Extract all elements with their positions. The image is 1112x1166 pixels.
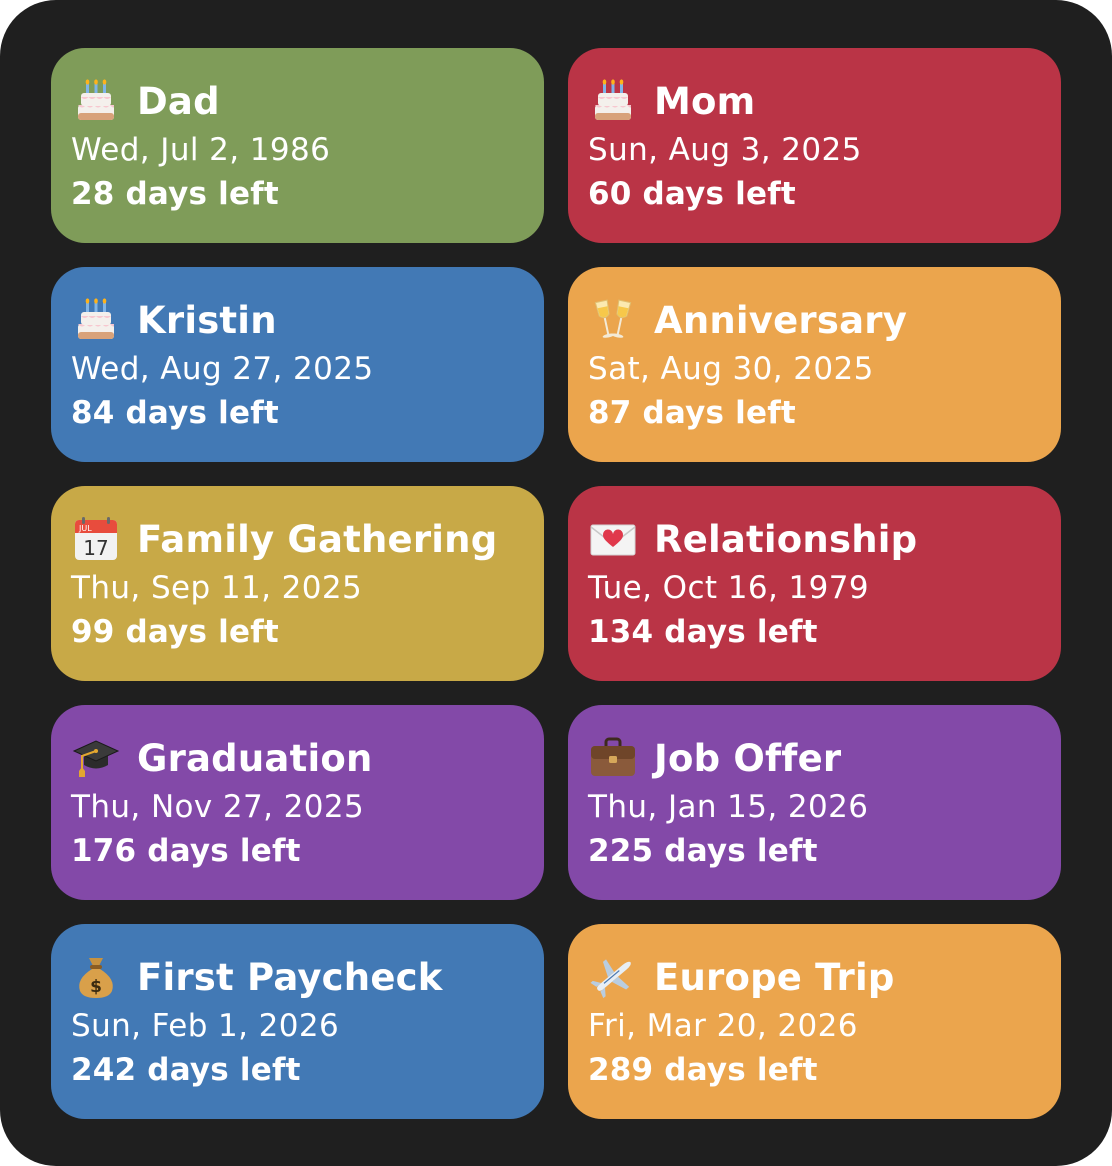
days-left: 99 days left bbox=[71, 614, 279, 650]
calendar-month-text: JUL bbox=[78, 524, 92, 533]
event-card-relationship[interactable]: Relationship Tue, Oct 16, 1979 134 days … bbox=[568, 486, 1061, 681]
event-card-mom[interactable]: Mom Sun, Aug 3, 2025 60 days left bbox=[568, 48, 1061, 243]
event-date: Sun, Feb 1, 2026 bbox=[71, 1008, 340, 1044]
event-title: Job Offer bbox=[654, 736, 842, 780]
champagne-glasses-icon bbox=[588, 297, 638, 343]
money-bag-symbol-text: $ bbox=[90, 977, 102, 997]
event-title: Relationship bbox=[654, 517, 918, 561]
days-left: 225 days left bbox=[588, 833, 818, 869]
event-date: Thu, Sep 11, 2025 bbox=[71, 570, 363, 606]
event-date: Wed, Jul 2, 1986 bbox=[71, 132, 331, 168]
days-left: 289 days left bbox=[588, 1052, 818, 1088]
calendar-day-text: 17 bbox=[83, 536, 108, 560]
event-date: Fri, Mar 20, 2026 bbox=[588, 1008, 858, 1044]
event-title-row: Europe Trip bbox=[588, 950, 1041, 1004]
money-bag-icon: $ bbox=[71, 954, 121, 1000]
birthday-cake-icon bbox=[588, 78, 638, 124]
briefcase-icon bbox=[588, 735, 638, 781]
days-left: 84 days left bbox=[71, 395, 279, 431]
event-title: Graduation bbox=[137, 736, 373, 780]
event-card-kristin[interactable]: Kristin Wed, Aug 27, 2025 84 days left bbox=[51, 267, 544, 462]
event-title-row: Job Offer bbox=[588, 731, 1041, 785]
event-title-row: $ First Paycheck bbox=[71, 950, 524, 1004]
event-title-row: Kristin bbox=[71, 293, 524, 347]
days-left: 60 days left bbox=[588, 176, 796, 212]
love-letter-icon bbox=[588, 516, 638, 562]
event-date: Thu, Nov 27, 2025 bbox=[71, 789, 365, 825]
event-title-row: JUL 17 Family Gathering bbox=[71, 512, 524, 566]
event-title: Dad bbox=[137, 79, 220, 123]
event-date: Tue, Oct 16, 1979 bbox=[588, 570, 869, 606]
event-card-family-gathering[interactable]: JUL 17 Family Gathering Thu, Sep 11, 202… bbox=[51, 486, 544, 681]
days-left: 134 days left bbox=[588, 614, 818, 650]
airplane-icon bbox=[588, 954, 638, 1000]
event-title: Europe Trip bbox=[654, 955, 895, 999]
event-date: Thu, Jan 15, 2026 bbox=[588, 789, 869, 825]
event-title: First Paycheck bbox=[137, 955, 443, 999]
days-left: 87 days left bbox=[588, 395, 796, 431]
days-left: 28 days left bbox=[71, 176, 279, 212]
event-date: Sat, Aug 30, 2025 bbox=[588, 351, 874, 387]
event-card-first-paycheck[interactable]: $ First Paycheck Sun, Feb 1, 2026 242 da… bbox=[51, 924, 544, 1119]
event-title-row: Graduation bbox=[71, 731, 524, 785]
event-title: Mom bbox=[654, 79, 756, 123]
event-card-europe-trip[interactable]: Europe Trip Fri, Mar 20, 2026 289 days l… bbox=[568, 924, 1061, 1119]
calendar-icon: JUL 17 bbox=[71, 516, 121, 562]
event-title: Anniversary bbox=[654, 298, 908, 342]
birthday-cake-icon bbox=[71, 297, 121, 343]
days-left: 176 days left bbox=[71, 833, 301, 869]
event-card-anniversary[interactable]: Anniversary Sat, Aug 30, 2025 87 days le… bbox=[568, 267, 1061, 462]
event-date: Sun, Aug 3, 2025 bbox=[588, 132, 862, 168]
event-title-row: Mom bbox=[588, 74, 1041, 128]
event-title-row: Dad bbox=[71, 74, 524, 128]
event-card-graduation[interactable]: Graduation Thu, Nov 27, 2025 176 days le… bbox=[51, 705, 544, 900]
event-date: Wed, Aug 27, 2025 bbox=[71, 351, 374, 387]
event-card-job-offer[interactable]: Job Offer Thu, Jan 15, 2026 225 days lef… bbox=[568, 705, 1061, 900]
birthday-cake-icon bbox=[71, 78, 121, 124]
days-left: 242 days left bbox=[71, 1052, 301, 1088]
event-title-row: Anniversary bbox=[588, 293, 1041, 347]
graduation-cap-icon bbox=[71, 735, 121, 781]
event-card-dad[interactable]: Dad Wed, Jul 2, 1986 28 days left bbox=[51, 48, 544, 243]
event-title: Family Gathering bbox=[137, 517, 498, 561]
event-title-row: Relationship bbox=[588, 512, 1041, 566]
event-title: Kristin bbox=[137, 298, 277, 342]
